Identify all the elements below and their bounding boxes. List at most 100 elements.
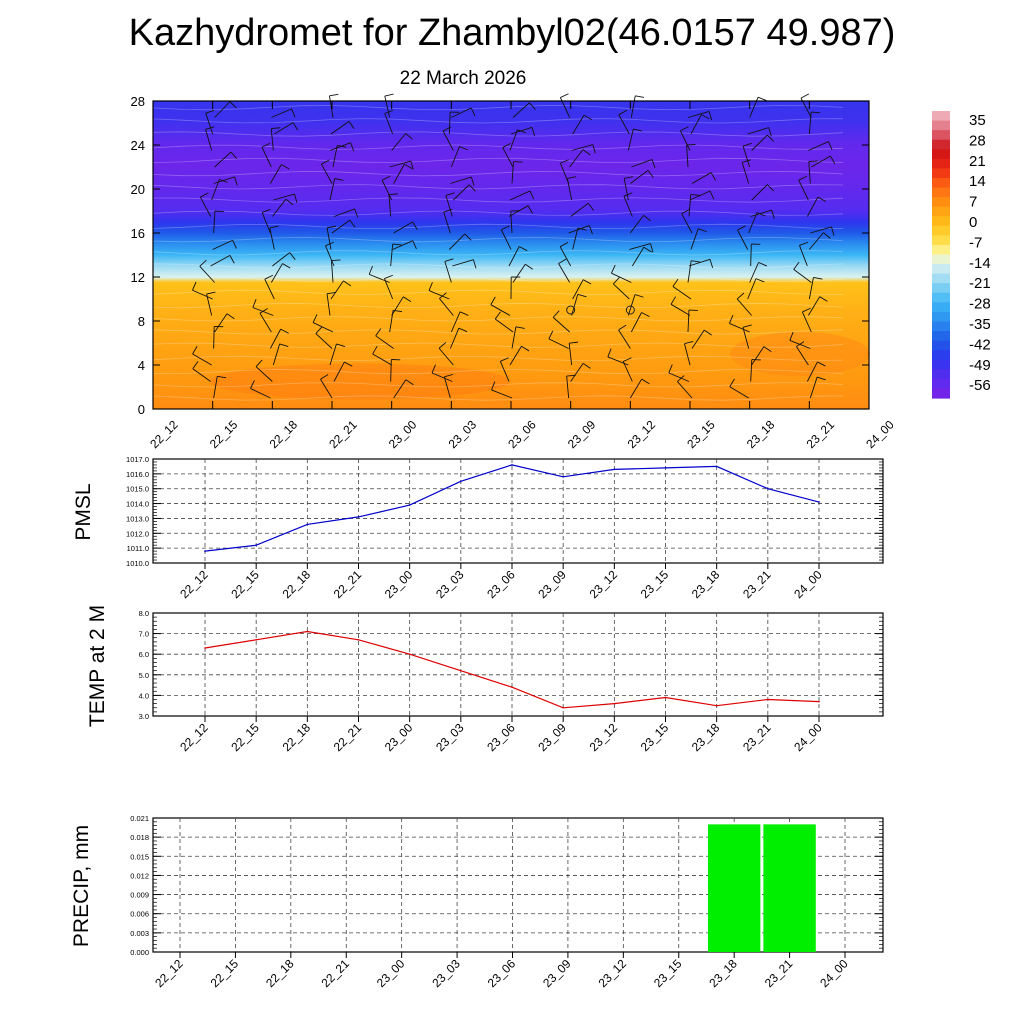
contour-line (152, 395, 844, 401)
wind-barb-flag (558, 258, 567, 264)
chart-title: Kazhydromet for Zhambyl02(46.0157 49.987… (128, 12, 896, 54)
wind-barb (264, 278, 275, 300)
contour-line (152, 144, 844, 150)
x-tick-label: 23_21 (740, 567, 774, 601)
x-tick-label: 23_21 (740, 720, 774, 754)
wind-barb-flag (468, 184, 476, 192)
x-tick-label: 23_09 (540, 956, 574, 990)
wind-barb-flag (444, 258, 454, 262)
wind-barb (329, 178, 336, 201)
wind-barb-flag (757, 96, 767, 102)
wind-barb-flag (816, 376, 826, 381)
wind-barb (214, 313, 228, 333)
wind-barb-flag (569, 341, 579, 344)
x-tick-label: 22_15 (228, 567, 262, 601)
wind-barb-flag (381, 175, 391, 181)
colorbar-segment (932, 292, 950, 303)
wind-barb-flag (521, 345, 530, 352)
wind-barb-flag (566, 374, 576, 377)
data-point (715, 704, 718, 707)
x-tick-label: 23_00 (382, 720, 416, 754)
wind-barb (269, 164, 282, 184)
wind-barb (751, 346, 765, 366)
wind-barb (810, 226, 832, 234)
wind-barb-flag (331, 259, 341, 262)
wind-barb (807, 296, 821, 316)
heatmap-field (153, 101, 869, 409)
wind-barb (384, 278, 394, 300)
wind-barb-flag (828, 141, 833, 150)
wind-barb-flag (577, 227, 587, 231)
wind-barb-flag (831, 226, 835, 236)
wind-barb-flag (641, 312, 650, 318)
y-tick-label: 0.012 (130, 871, 149, 880)
data-point (664, 467, 667, 469)
wind-barb-flag (709, 190, 715, 200)
wind-barb-flag (502, 142, 511, 148)
colorbar-label: -7 (969, 234, 982, 251)
wind-barb (448, 111, 451, 135)
wind-barb (271, 198, 287, 217)
wind-barb-flag (501, 225, 510, 231)
contour-line (152, 276, 844, 282)
data-point (204, 647, 206, 649)
wind-barb (271, 108, 292, 118)
wind-barb (450, 176, 472, 184)
wind-barb-flag (736, 292, 745, 300)
y-tick-label: 8.0 (139, 609, 149, 618)
wind-barb (213, 176, 235, 184)
wind-barb-flag (443, 208, 453, 213)
colorbar-segment (932, 216, 950, 227)
x-tick-label: 22_15 (228, 720, 262, 754)
wind-barb-flag (583, 114, 592, 121)
wind-barb-flag (634, 294, 644, 298)
wind-barb-flag (635, 95, 645, 98)
wind-barb-flag (404, 163, 413, 169)
x-tick-label: 23_18 (706, 956, 740, 990)
data-point (664, 696, 667, 699)
colorbar-label: -49 (969, 357, 991, 374)
wind-barb (750, 209, 772, 217)
wind-barb (431, 372, 453, 382)
wind-barb (510, 211, 513, 234)
x-tick-label: 23_03 (433, 567, 467, 601)
panel-frame (152, 612, 884, 717)
x-tick-label: 23_06 (485, 956, 519, 990)
wind-barb-flag (817, 196, 826, 202)
wind-barb (508, 205, 529, 217)
wind-barb-flag (681, 208, 690, 214)
wind-barb (613, 283, 630, 300)
wind-barb-flag (259, 308, 268, 314)
contour-line (152, 263, 844, 269)
wind-barb-flag (490, 296, 496, 305)
wind-barb (502, 147, 514, 168)
wind-barb-flag (800, 93, 810, 99)
wind-barb-flag (412, 221, 418, 230)
wind-barb-flag (677, 375, 685, 382)
wind-barb (213, 211, 216, 234)
y-tick-label: 4.0 (139, 691, 149, 700)
data-point (818, 501, 820, 503)
contour-line (152, 250, 844, 256)
wind-barb-flag (326, 292, 337, 295)
wind-barb (391, 133, 406, 151)
colorbar-segment (932, 369, 950, 380)
wind-barb-flag (412, 240, 417, 250)
wind-barb (559, 246, 572, 267)
x-tick-label: 23_18 (744, 417, 778, 451)
colorbar-segment (932, 197, 950, 208)
wind-barb-flag (560, 93, 569, 98)
wind-barb (572, 114, 585, 135)
wind-barb-flag (813, 276, 823, 280)
wind-barb-flag (742, 324, 752, 328)
wind-barb-flag (285, 198, 294, 206)
data-point (715, 465, 718, 468)
wind-barb (269, 227, 275, 250)
wind-barb-flag (199, 259, 207, 267)
wind-barb (571, 144, 593, 151)
contour-line (152, 342, 844, 348)
wind-barb (570, 202, 589, 217)
wind-barb (808, 161, 811, 184)
wind-barb (453, 184, 470, 201)
wind-barb (329, 343, 337, 366)
